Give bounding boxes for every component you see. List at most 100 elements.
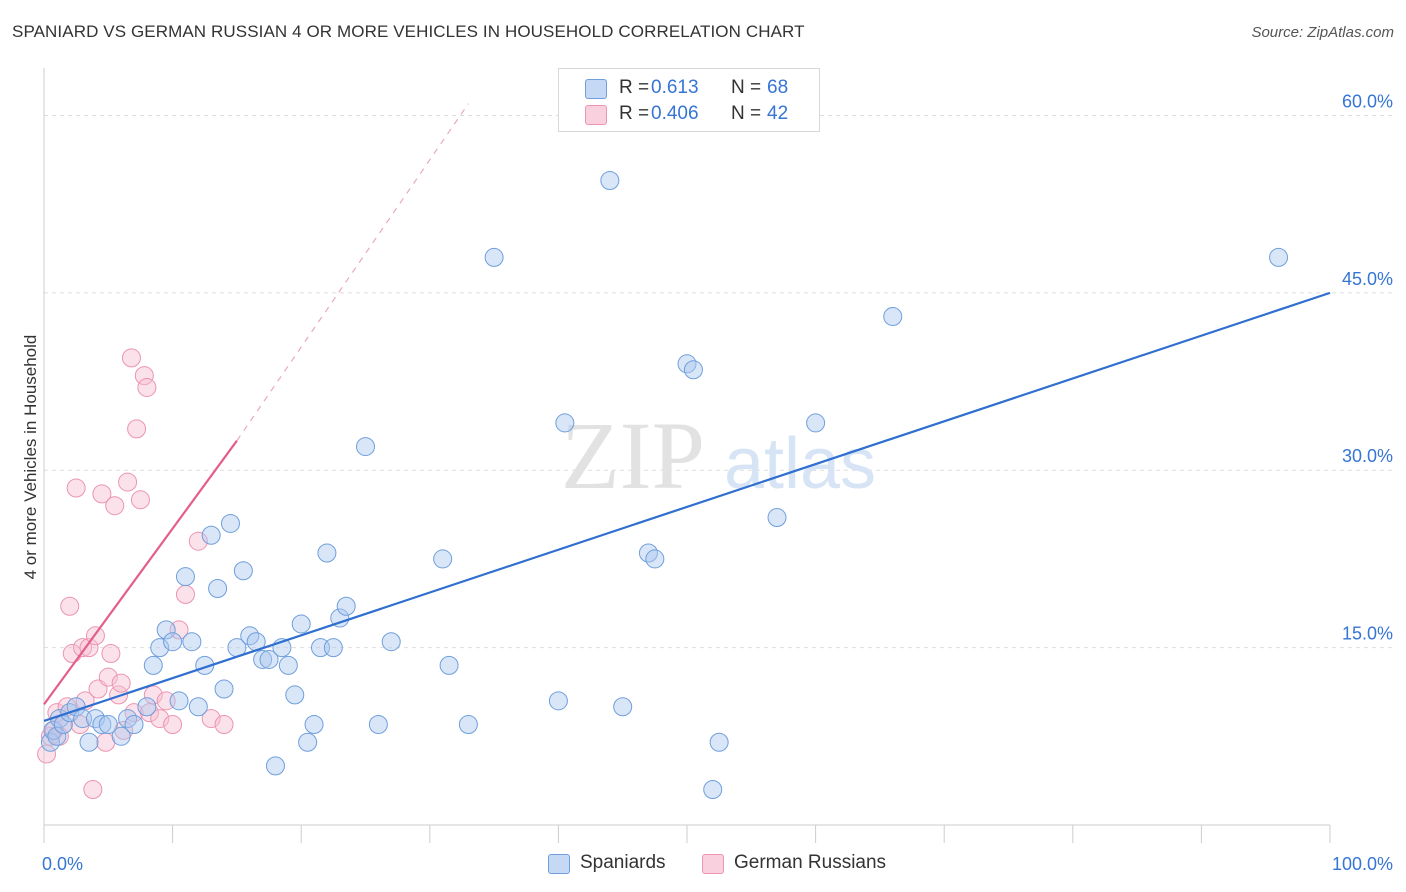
- data-point-spaniards: [381, 632, 401, 652]
- data-point-spaniards: [201, 525, 221, 545]
- data-point-german-russians: [163, 714, 183, 734]
- legend-r-value: 0.406: [651, 103, 699, 124]
- data-point-spaniards: [92, 714, 112, 734]
- data-point-spaniards: [214, 679, 234, 699]
- legend-r-label: R =: [619, 103, 650, 124]
- data-point-german-russians: [92, 484, 112, 504]
- x-tick-label: 100.0%: [1332, 854, 1393, 874]
- data-point-german-russians: [143, 685, 163, 705]
- y-axis-label: 4 or more Vehicles in Household: [21, 335, 40, 580]
- data-point-german-russians: [73, 638, 93, 658]
- data-point-german-russians: [137, 377, 157, 397]
- x-tick-labels: 0.0% 100.0%: [42, 854, 1393, 874]
- zipatlas-watermark: ZIP atlas: [561, 402, 876, 509]
- data-point-spaniards: [484, 247, 504, 267]
- data-point-spaniards: [220, 513, 240, 533]
- data-point-spaniards: [163, 632, 183, 652]
- data-point-spaniards: [548, 691, 568, 711]
- watermark-zip: ZIP: [561, 402, 705, 509]
- data-point-spaniards: [458, 714, 478, 734]
- data-point-german-russians: [83, 780, 103, 800]
- source-credit: Source: ZipAtlas.com: [1251, 24, 1394, 41]
- y-tick-labels: 15.0% 30.0% 45.0% 60.0%: [1342, 91, 1393, 643]
- data-point-german-russians: [150, 709, 170, 729]
- series-label: Spaniards: [580, 852, 666, 873]
- data-point-spaniards: [439, 655, 459, 675]
- y-tick-label: 30.0%: [1342, 446, 1393, 466]
- legend-swatch-pink: [585, 105, 607, 125]
- fit-lines: [43, 103, 1331, 722]
- data-point-spaniards: [336, 596, 356, 616]
- trend-line-german-russians: [43, 440, 238, 706]
- data-point-spaniards: [278, 655, 298, 675]
- data-point-spaniards: [265, 756, 285, 776]
- data-point-spaniards: [143, 655, 163, 675]
- series-swatch-pink: [702, 854, 724, 874]
- data-point-german-russians: [134, 366, 154, 386]
- data-point-german-russians: [66, 478, 86, 498]
- spaniards-points: [40, 171, 1289, 800]
- legend-r-value: 0.613: [651, 77, 699, 98]
- data-point-spaniards: [600, 171, 620, 191]
- data-point-spaniards: [169, 691, 189, 711]
- data-point-spaniards: [208, 578, 228, 598]
- data-point-german-russians: [175, 584, 195, 604]
- data-point-spaniards: [330, 608, 350, 628]
- data-point-german-russians: [121, 348, 141, 368]
- data-point-spaniards: [806, 413, 826, 433]
- legend-n-label: N =: [731, 77, 762, 98]
- data-point-spaniards: [188, 697, 208, 717]
- data-point-spaniards: [43, 720, 63, 740]
- series-label: German Russians: [734, 852, 887, 873]
- data-point-german-russians: [101, 644, 121, 664]
- correlation-legend: R = 0.613 N = 68 R = 0.406 N = 42: [558, 68, 820, 132]
- data-point-spaniards: [298, 732, 318, 752]
- german-russians-points: [37, 348, 234, 800]
- data-point-german-russians: [127, 419, 147, 439]
- data-point-spaniards: [156, 620, 176, 640]
- y-tick-label: 15.0%: [1342, 624, 1393, 644]
- legend-n-value: 68: [767, 77, 789, 98]
- data-point-spaniards: [79, 732, 99, 752]
- data-point-spaniards: [291, 614, 311, 634]
- data-point-spaniards: [767, 508, 787, 528]
- data-point-spaniards: [137, 697, 157, 717]
- data-point-german-russians: [60, 596, 80, 616]
- axes: [43, 68, 1331, 843]
- chart-title: SPANIARD VS GERMAN RUSSIAN 4 OR MORE VEH…: [12, 22, 805, 41]
- data-point-spaniards: [883, 307, 903, 327]
- data-point-spaniards: [433, 549, 453, 569]
- data-point-spaniards: [555, 413, 575, 433]
- data-point-german-russians: [118, 472, 138, 492]
- legend-swatch-blue: [585, 79, 607, 99]
- data-point-spaniards: [645, 549, 665, 569]
- data-point-spaniards: [285, 685, 305, 705]
- trend-line-spaniards: [43, 291, 1331, 722]
- watermark-atlas: atlas: [724, 424, 876, 504]
- legend-n-value: 42: [767, 103, 789, 124]
- data-point-spaniards: [613, 697, 633, 717]
- y-tick-label: 45.0%: [1342, 269, 1393, 289]
- data-point-spaniards: [253, 649, 273, 669]
- data-point-german-russians: [109, 685, 129, 705]
- data-point-spaniards: [709, 732, 729, 752]
- legend-n-label: N =: [731, 103, 762, 124]
- data-point-german-russians: [130, 490, 150, 510]
- data-point-spaniards: [703, 780, 723, 800]
- data-point-german-russians: [201, 709, 221, 729]
- data-point-spaniards: [368, 714, 388, 734]
- data-point-spaniards: [182, 632, 202, 652]
- data-point-spaniards: [98, 714, 118, 734]
- data-point-german-russians: [111, 673, 131, 693]
- data-point-german-russians: [105, 496, 125, 516]
- data-point-spaniards: [683, 360, 703, 380]
- series-legend: Spaniards German Russians: [0, 852, 1406, 878]
- data-point-german-russians: [98, 667, 118, 687]
- data-point-german-russians: [188, 531, 208, 551]
- data-point-spaniards: [259, 649, 279, 669]
- legend-r-label: R =: [619, 77, 650, 98]
- data-point-spaniards: [150, 638, 170, 658]
- data-point-spaniards: [175, 567, 195, 587]
- data-point-german-russians: [79, 638, 99, 658]
